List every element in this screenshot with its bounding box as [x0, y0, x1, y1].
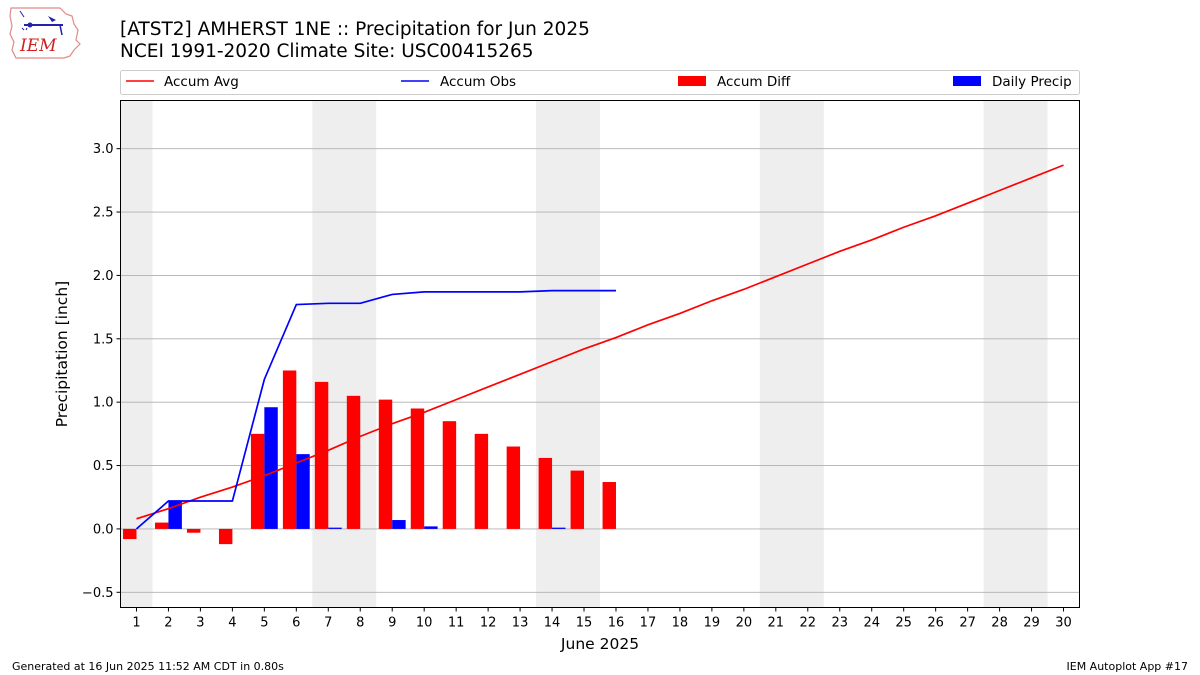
- accum-diff-bar-day-14: [538, 457, 553, 529]
- accum-diff-bar-day-11: [442, 421, 457, 529]
- legend-label-daily-precip: Daily Precip: [992, 74, 1072, 90]
- x-axis-ticks: 1 2 3 4 5 6 7 8 9 10 11 12 13 14 15 16 17 18 19 20 21 22 23 24 2…: [132, 607, 1072, 631]
- legend-swatch-accum-diff: [678, 76, 706, 86]
- ytick-label: 0.5: [93, 459, 114, 474]
- chart-subtitle: NCEI 1991-2020 Climate Site: USC00415265: [120, 41, 534, 62]
- xtick-label: 20: [736, 616, 753, 631]
- xtick-label: 23: [831, 616, 848, 631]
- xtick-label: 13: [512, 616, 529, 631]
- accum-diff-bar-day-7: [314, 381, 329, 529]
- x-axis-label: June 2025: [560, 635, 639, 653]
- daily-precip-bar-day-10: [424, 526, 438, 529]
- daily-precip-bar-day-7: [328, 527, 342, 529]
- legend-label-accum-avg: Accum Avg: [164, 74, 239, 90]
- daily-precip-bar-day-9: [392, 520, 406, 529]
- xtick-label: 1: [132, 616, 140, 631]
- xtick-label: 12: [480, 616, 497, 631]
- xtick-label: 2: [164, 616, 172, 631]
- xtick-label: 5: [260, 616, 268, 631]
- y-axis-label: Precipitation [inch]: [53, 281, 71, 427]
- accum-diff-bar-day-13: [506, 446, 521, 529]
- accum-diff-bar-day-4: [218, 528, 233, 545]
- legend-label-accum-diff: Accum Diff: [717, 74, 791, 90]
- accum-diff-bar-day-2: [155, 522, 169, 529]
- lines: [135, 164, 1064, 530]
- legend: Accum Avg Accum Obs Accum Diff Daily Pre…: [120, 70, 1080, 95]
- xtick-label: 7: [324, 616, 332, 631]
- legend-swatch-daily-precip: [953, 76, 981, 86]
- xtick-label: 11: [448, 616, 465, 631]
- gridlines: [120, 148, 1080, 593]
- xtick-label: 27: [959, 616, 976, 631]
- xtick-label: 14: [544, 616, 561, 631]
- xtick-label: 30: [1055, 616, 1072, 631]
- xtick-label: 25: [895, 616, 912, 631]
- xtick-label: 18: [672, 616, 689, 631]
- weekend-band-2: [312, 100, 377, 608]
- xtick-label: 29: [1023, 616, 1040, 631]
- accum-diff-bar-day-3: [186, 528, 201, 533]
- xtick-label: 17: [640, 616, 657, 631]
- xtick-label: 28: [991, 616, 1008, 631]
- daily-precip-bar-day-6: [296, 454, 310, 529]
- accum-obs-line: [135, 289, 616, 530]
- footer-generated: Generated at 16 Jun 2025 11:52 AM CDT in…: [12, 660, 284, 673]
- plot-frame: [120, 100, 1080, 608]
- xtick-label: 22: [800, 616, 817, 631]
- weekend-band-3: [536, 100, 600, 608]
- xtick-label: 3: [196, 616, 204, 631]
- accum-diff-bar-day-5: [250, 433, 265, 529]
- bars: [123, 370, 616, 545]
- accum-diff-bar-day-16: [602, 482, 616, 529]
- xtick-label: 10: [416, 616, 433, 631]
- weekend-band-1: [120, 100, 153, 608]
- footer-app: IEM Autoplot App #17: [1067, 660, 1189, 673]
- xtick-label: 9: [388, 616, 396, 631]
- weekend-band-4: [759, 100, 824, 608]
- ytick-label: −0.5: [82, 586, 114, 601]
- accum-diff-bar-day-12: [474, 433, 489, 529]
- ytick-label: 3.0: [93, 142, 114, 157]
- ytick-label: 0.0: [93, 522, 114, 537]
- y-axis-ticks: −0.5 0.0 0.5 1.0 1.5 2.0 2.5 3.0: [82, 142, 121, 601]
- xtick-label: 15: [576, 616, 593, 631]
- accum-diff-bar-day-1: [123, 528, 137, 540]
- iem-logo: IEM: [9, 7, 81, 59]
- xtick-label: 4: [228, 616, 236, 631]
- accum-diff-bar-day-8: [346, 395, 361, 529]
- xtick-label: 24: [863, 616, 880, 631]
- xtick-label: 6: [292, 616, 300, 631]
- ytick-label: 1.5: [93, 332, 114, 347]
- xtick-label: 21: [768, 616, 785, 631]
- daily-precip-bar-day-5: [264, 407, 278, 529]
- daily-precip-bar-day-14: [552, 527, 566, 529]
- accum-diff-bar-day-9: [378, 399, 393, 529]
- ytick-label: 2.0: [93, 269, 114, 284]
- xtick-label: 26: [927, 616, 944, 631]
- weekend-band-5: [983, 100, 1048, 608]
- accum-diff-bar-day-10: [410, 408, 425, 529]
- xtick-label: 8: [356, 616, 364, 631]
- logo-text: IEM: [19, 36, 57, 56]
- legend-label-accum-obs: Accum Obs: [440, 74, 516, 90]
- ytick-label: 1.0: [93, 396, 114, 411]
- chart-title: [ATST2] AMHERST 1NE :: Precipitation for…: [120, 19, 590, 40]
- accum-avg-line: [136, 164, 1064, 520]
- weekend-shading: [120, 100, 1048, 608]
- accum-diff-bar-day-6: [282, 370, 297, 529]
- ytick-label: 2.5: [93, 206, 114, 221]
- xtick-label: 19: [704, 616, 721, 631]
- accum-diff-bar-day-15: [570, 470, 585, 529]
- xtick-label: 16: [608, 616, 625, 631]
